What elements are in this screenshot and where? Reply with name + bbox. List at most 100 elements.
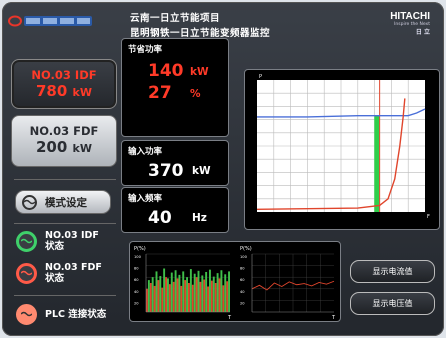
fdf-power-value: 200 (36, 138, 68, 156)
input-power-value: 370 (148, 161, 184, 181)
idf-status: NO.03 IDF 状态 (16, 230, 99, 252)
bar (178, 274, 181, 312)
plc-status-indicator-icon (16, 304, 37, 325)
power-savings-unit: kW (190, 66, 209, 78)
mode-setting-button[interactable]: 模式设定 (15, 190, 111, 214)
bar (224, 274, 227, 312)
savings-percent-value: 27 (148, 83, 172, 103)
idf-select-button[interactable]: NO.03 IDF 780 kW (11, 59, 117, 109)
show-voltage-button[interactable]: 显示电压值 (350, 292, 435, 315)
fdf-status-line2: 状态 (45, 273, 65, 284)
bar (205, 271, 208, 312)
project-title: 云南一日立节能项目 (130, 13, 221, 24)
monitor-frame: 云南一日立节能项目 昆明钢铁一日立节能变频器监控 HITACHI Inspire… (2, 2, 444, 336)
plc-status-label: PLC 连接状态 (45, 309, 107, 320)
input-frequency-caption: 输入频率 (128, 194, 163, 204)
monitor-title: 昆明钢铁一日立节能变频器监控 (130, 28, 271, 39)
bar (180, 285, 183, 312)
power-trend-chart: P(%) 100 80 60 40 20 T (240, 246, 336, 321)
bar (159, 276, 162, 312)
bar (222, 285, 225, 312)
idf-power-unit: kW (72, 86, 92, 99)
bar (146, 288, 148, 312)
bar (189, 269, 192, 312)
brand-chinese: 日 立 (415, 29, 430, 36)
divider (14, 179, 116, 180)
bar (188, 283, 190, 312)
fdf-select-button[interactable]: NO.03 FDF 200 kW (11, 115, 117, 167)
bar (182, 271, 185, 312)
bar (155, 271, 158, 312)
bar (176, 278, 179, 312)
power-bar-chart: P(%) 100 80 60 40 20 T (134, 246, 232, 321)
input-frequency-value: 40 (148, 208, 172, 228)
show-current-button[interactable]: 显示电流值 (350, 260, 435, 283)
idf-status-line1: NO.03 IDF (45, 230, 99, 241)
divider (14, 223, 116, 224)
input-power-caption: 输入功率 (128, 147, 163, 157)
input-power-panel: 输入功率 370 kW (121, 140, 229, 186)
bar (214, 283, 217, 312)
header: 云南一日立节能项目 昆明钢铁一日立节能变频器监控 HITACHI Inspire… (2, 2, 444, 46)
bar (174, 270, 177, 312)
y-tick-label: 40 (240, 290, 245, 294)
y-tick-label: 40 (134, 290, 139, 294)
bar (186, 277, 188, 312)
x-axis-label: F (427, 214, 430, 220)
y-tick-label: 20 (134, 301, 139, 305)
power-savings-value: 140 (148, 61, 184, 81)
bar (228, 271, 230, 312)
bar (195, 277, 198, 312)
bar (209, 269, 211, 312)
series-line-0 (257, 108, 426, 118)
bar (184, 280, 187, 312)
bar (149, 283, 152, 312)
y-tick-label: 60 (134, 278, 139, 282)
bar (203, 279, 206, 312)
plc-status: PLC 连接状态 (16, 304, 106, 325)
series-line-1 (256, 98, 406, 211)
bar (165, 277, 167, 312)
fdf-power-unit: kW (72, 142, 92, 155)
company-logo (8, 15, 92, 27)
y-tick-label: 80 (134, 267, 139, 271)
input-frequency-unit: Hz (192, 212, 207, 224)
y-axis-label: P(%) (134, 246, 146, 252)
y-axis-label: P (259, 74, 262, 80)
fdf-status-line1: NO.03 FDF (45, 262, 102, 273)
x-axis-label: T (331, 315, 336, 321)
idf-power-value: 780 (36, 82, 68, 100)
savings-percent-unit: % (190, 88, 201, 100)
bar (157, 280, 160, 312)
bar (226, 281, 229, 312)
brand-tagline: Inspire the Next (394, 22, 430, 27)
y-tick-label: 80 (240, 267, 245, 271)
idf-status-indicator-icon (16, 230, 37, 252)
x-axis-label: T (227, 315, 232, 321)
trend-line-0 (251, 280, 335, 291)
fdf-status: NO.03 FDF 状态 (16, 262, 102, 284)
idf-status-line2: 状态 (45, 241, 65, 252)
bar (168, 284, 171, 312)
bar (212, 276, 215, 312)
bar (220, 270, 223, 312)
y-axis-label: P(%) (240, 246, 252, 252)
brand-name: HITACHI (390, 11, 430, 22)
bar (170, 272, 173, 312)
bar (172, 281, 175, 312)
power-savings-caption: 节省功率 (128, 45, 163, 55)
y-tick-label: 60 (240, 278, 245, 282)
mode-setting-label: 模式设定 (45, 196, 87, 209)
power-savings-panel: 节省功率 140 kW 27 % (121, 38, 229, 137)
bar (153, 285, 156, 312)
y-tick-label: 100 (134, 255, 142, 259)
power-frequency-chart: PF (256, 74, 430, 220)
input-frequency-panel: 输入频率 40 Hz (121, 187, 229, 233)
bar (193, 273, 196, 312)
hitachi-logo: HITACHI Inspire the Next 日 立 (370, 11, 430, 36)
idf-button-label: NO.03 IDF (31, 68, 97, 82)
input-power-unit: kW (192, 165, 211, 177)
wave-icon (22, 194, 37, 210)
y-tick-label: 20 (240, 301, 245, 305)
